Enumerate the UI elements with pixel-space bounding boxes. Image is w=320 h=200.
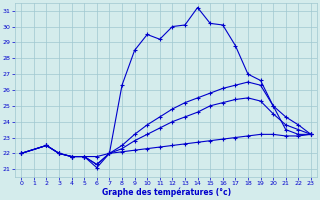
X-axis label: Graphe des températures (°c): Graphe des températures (°c) bbox=[101, 188, 231, 197]
